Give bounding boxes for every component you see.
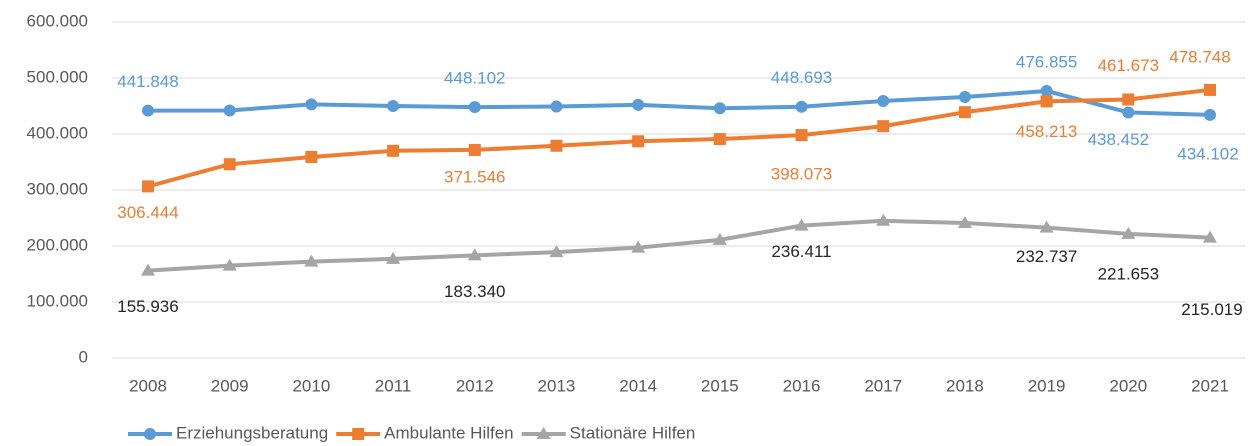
data-label: 476.855 [1016, 52, 1077, 71]
data-label: 438.452 [1088, 130, 1149, 149]
x-tick-label: 2013 [538, 376, 576, 395]
marker [958, 106, 971, 119]
marker [794, 218, 809, 231]
marker [1039, 220, 1054, 233]
y-tick-label: 100.000 [27, 291, 88, 310]
legend-label: Ambulante Hilfen [384, 423, 513, 442]
marker [877, 120, 890, 133]
data-label: 398.073 [771, 165, 832, 184]
marker [1203, 230, 1217, 243]
marker [1121, 226, 1136, 239]
x-tick-label: 2011 [375, 376, 412, 395]
marker [536, 427, 551, 439]
y-tick-label: 0 [79, 347, 88, 366]
marker [387, 100, 400, 112]
data-label: 236.411 [771, 242, 831, 261]
marker [304, 254, 319, 267]
marker [468, 101, 481, 114]
marker [1122, 106, 1135, 119]
marker [632, 98, 645, 111]
marker [876, 213, 891, 226]
x-tick-label: 2017 [864, 376, 902, 395]
data-label: 441.848 [117, 72, 178, 91]
marker [387, 144, 400, 157]
series-line [147, 87, 1211, 189]
marker [795, 100, 808, 113]
marker [223, 104, 236, 117]
y-tick-label: 400.000 [27, 123, 88, 142]
x-tick-label: 2016 [783, 376, 821, 395]
data-label: 155.936 [117, 297, 178, 316]
legend-label: Stationäre Hilfen [570, 423, 696, 442]
x-tick-label: 2014 [619, 376, 657, 395]
marker [142, 104, 154, 117]
marker [1122, 93, 1135, 106]
marker [144, 428, 156, 440]
y-tick-label: 600.000 [27, 11, 88, 30]
marker [712, 232, 727, 245]
marker [141, 263, 155, 276]
data-label: 221.653 [1098, 264, 1159, 283]
data-label: 458.213 [1016, 122, 1077, 141]
marker [467, 248, 482, 261]
marker [550, 100, 563, 113]
marker [1040, 95, 1053, 108]
x-tick-label: 2020 [1109, 376, 1147, 395]
y-tick-label: 200.000 [27, 235, 88, 254]
data-label: 306.444 [117, 203, 178, 222]
marker [958, 91, 971, 104]
data-label: 434.102 [1177, 144, 1238, 163]
data-label: 448.102 [444, 69, 505, 88]
marker [549, 245, 564, 258]
marker [631, 240, 646, 253]
data-label: 371.546 [444, 167, 505, 186]
series-line [147, 88, 1211, 117]
marker [957, 216, 972, 229]
y-tick-label: 500.000 [27, 67, 88, 86]
marker [795, 129, 808, 142]
marker [352, 428, 365, 440]
marker [1040, 84, 1053, 97]
marker [550, 139, 563, 152]
marker [468, 143, 481, 156]
data-label: 215.019 [1181, 300, 1242, 319]
legend-label: Erziehungsberatung [176, 423, 328, 442]
data-label: 461.673 [1098, 56, 1159, 75]
data-label: 183.340 [444, 282, 505, 301]
marker [222, 258, 237, 271]
y-tick-label: 300.000 [27, 179, 88, 198]
data-label: 232.737 [1016, 247, 1077, 266]
x-tick-label: 2021 [1191, 376, 1229, 395]
x-tick-label: 2019 [1028, 376, 1066, 395]
x-tick-label: 2009 [211, 376, 249, 395]
marker [386, 251, 401, 264]
marker [877, 94, 890, 107]
marker [1204, 83, 1216, 96]
marker [305, 98, 318, 111]
marker [713, 133, 726, 146]
marker [223, 158, 236, 171]
x-tick-label: 2012 [456, 376, 494, 395]
x-tick-label: 2008 [129, 376, 167, 395]
data-label: 448.693 [771, 68, 832, 87]
marker [1204, 108, 1216, 121]
marker [713, 102, 726, 115]
series-line [147, 218, 1211, 273]
marker [305, 150, 318, 163]
data-label: 478.748 [1169, 47, 1230, 66]
marker [632, 135, 645, 148]
marker [142, 180, 154, 193]
x-tick-label: 2015 [701, 376, 739, 395]
x-tick-label: 2010 [292, 376, 330, 395]
x-tick-label: 2018 [946, 376, 984, 395]
